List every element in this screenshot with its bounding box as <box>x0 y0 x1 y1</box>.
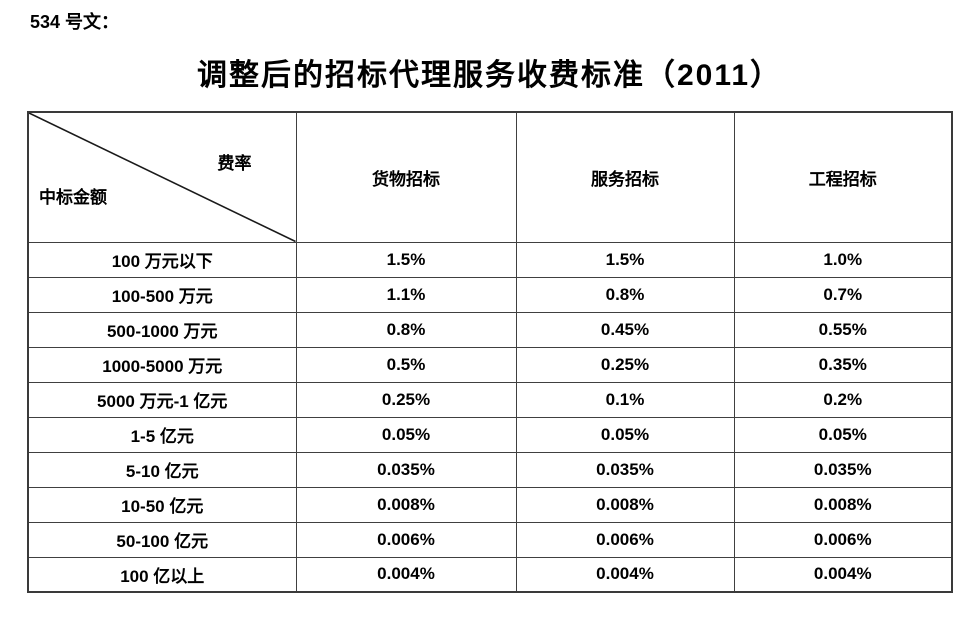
column-header-goods: 货物招标 <box>295 111 517 243</box>
table-cell: 0.004% <box>733 556 953 593</box>
diagonal-divider-line <box>29 113 296 242</box>
row-label: 1-5 亿元 <box>27 416 297 453</box>
table-cell: 0.35% <box>733 346 953 383</box>
row-label: 500-1000 万元 <box>27 311 297 348</box>
table-cell: 1.1% <box>295 276 517 313</box>
table-row: 5-10 亿元 0.035% 0.035% 0.035% <box>27 451 953 488</box>
table-cell: 0.25% <box>295 381 517 418</box>
table-cell: 0.035% <box>295 451 517 488</box>
table-cell: 0.006% <box>515 521 735 558</box>
row-label: 50-100 亿元 <box>27 521 297 558</box>
table-row: 1-5 亿元 0.05% 0.05% 0.05% <box>27 416 953 453</box>
page-title: 调整后的招标代理服务收费标准（2011） <box>196 59 783 92</box>
table-cell: 0.8% <box>295 311 517 348</box>
header-row: 费率 中标金额 货物招标 服务招标 工程招标 <box>27 111 953 243</box>
table-cell: 1.0% <box>733 241 953 278</box>
table-cell: 0.035% <box>733 451 953 488</box>
table-cell: 0.25% <box>515 346 735 383</box>
doc-number-label: 534 号文： <box>30 12 120 32</box>
table-cell: 0.45% <box>515 311 735 348</box>
corner-rate-label: 费率 <box>217 154 252 173</box>
table-cell: 0.008% <box>295 486 517 523</box>
table-row: 100-500 万元 1.1% 0.8% 0.7% <box>27 276 953 313</box>
row-label: 1000-5000 万元 <box>27 346 297 383</box>
table-row: 50-100 亿元 0.006% 0.006% 0.006% <box>27 521 953 558</box>
table-cell: 0.05% <box>295 416 517 453</box>
corner-header-cell: 费率 中标金额 <box>27 111 297 243</box>
row-label: 10-50 亿元 <box>27 486 297 523</box>
corner-amount-label: 中标金额 <box>39 188 107 207</box>
table-cell: 0.035% <box>515 451 735 488</box>
table-cell: 0.008% <box>515 486 735 523</box>
row-label: 100 万元以下 <box>27 241 297 278</box>
row-label: 5000 万元-1 亿元 <box>27 381 297 418</box>
table-cell: 1.5% <box>295 241 517 278</box>
table-row: 10-50 亿元 0.008% 0.008% 0.008% <box>27 486 953 523</box>
fee-table: 费率 中标金额 货物招标 服务招标 工程招标 100 万元以下 1.5% 1.5… <box>27 111 953 593</box>
table-cell: 0.8% <box>515 276 735 313</box>
table-row: 5000 万元-1 亿元 0.25% 0.1% 0.2% <box>27 381 953 418</box>
column-header-services: 服务招标 <box>515 111 735 243</box>
table-cell: 0.006% <box>295 521 517 558</box>
table-cell: 0.5% <box>295 346 517 383</box>
table-cell: 0.2% <box>733 381 953 418</box>
row-label: 100 亿以上 <box>27 556 297 593</box>
table-cell: 0.05% <box>733 416 953 453</box>
table-cell: 0.004% <box>515 556 735 593</box>
table-row: 500-1000 万元 0.8% 0.45% 0.55% <box>27 311 953 348</box>
table-cell: 0.1% <box>515 381 735 418</box>
table-cell: 0.006% <box>733 521 953 558</box>
table-cell: 0.05% <box>515 416 735 453</box>
table-cell: 1.5% <box>515 241 735 278</box>
table-row: 100 万元以下 1.5% 1.5% 1.0% <box>27 241 953 278</box>
table-cell: 0.008% <box>733 486 953 523</box>
row-label: 5-10 亿元 <box>27 451 297 488</box>
table-cell: 0.55% <box>733 311 953 348</box>
column-header-engineering: 工程招标 <box>733 111 953 243</box>
table-row: 1000-5000 万元 0.5% 0.25% 0.35% <box>27 346 953 383</box>
table-cell: 0.004% <box>295 556 517 593</box>
table-row: 100 亿以上 0.004% 0.004% 0.004% <box>27 556 953 593</box>
row-label: 100-500 万元 <box>27 276 297 313</box>
table-cell: 0.7% <box>733 276 953 313</box>
